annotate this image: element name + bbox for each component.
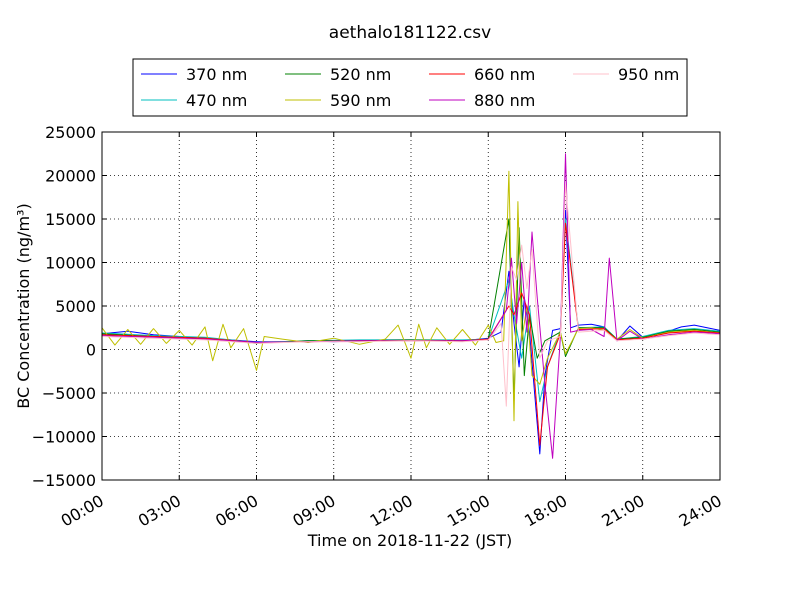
- y-tick-label: −15000: [32, 471, 96, 490]
- y-ticks: 25000 20000 15000 10000 5000 0 −5000 −10000 −150…: [32, 123, 720, 490]
- series-line-590-nm: [101, 170, 721, 422]
- y-tick-label: 25000: [45, 123, 96, 142]
- legend-label: 950 nm: [618, 65, 679, 84]
- legend-box: [132, 58, 688, 117]
- y-tick-label: 5000: [55, 297, 96, 316]
- series-group: [101, 153, 721, 459]
- series-line-950-nm: [101, 183, 721, 407]
- legend-label: 370 nm: [186, 65, 247, 84]
- y-tick-label: 15000: [45, 210, 96, 229]
- y-tick-label: −10000: [32, 428, 96, 447]
- chart-title: aethalo181122.csv: [329, 23, 491, 43]
- x-axis-label: Time on 2018-11-22 (JST): [307, 531, 512, 550]
- legend-label: 590 nm: [330, 91, 391, 110]
- y-tick-label: 20000: [45, 167, 96, 186]
- y-tick-label: 0: [86, 341, 96, 360]
- legend: 370 nm 470 nm 520 nm 590 nm 660 nm 880 nm 950 …: [132, 58, 688, 117]
- legend-label: 880 nm: [474, 91, 535, 110]
- y-axis-label: BC Concentration (ng/m³): [14, 203, 33, 408]
- y-tick-label: −5000: [42, 384, 96, 403]
- legend-label: 520 nm: [330, 65, 391, 84]
- legend-label: 470 nm: [186, 91, 247, 110]
- y-tick-label: 10000: [45, 254, 96, 273]
- legend-label: 660 nm: [474, 65, 535, 84]
